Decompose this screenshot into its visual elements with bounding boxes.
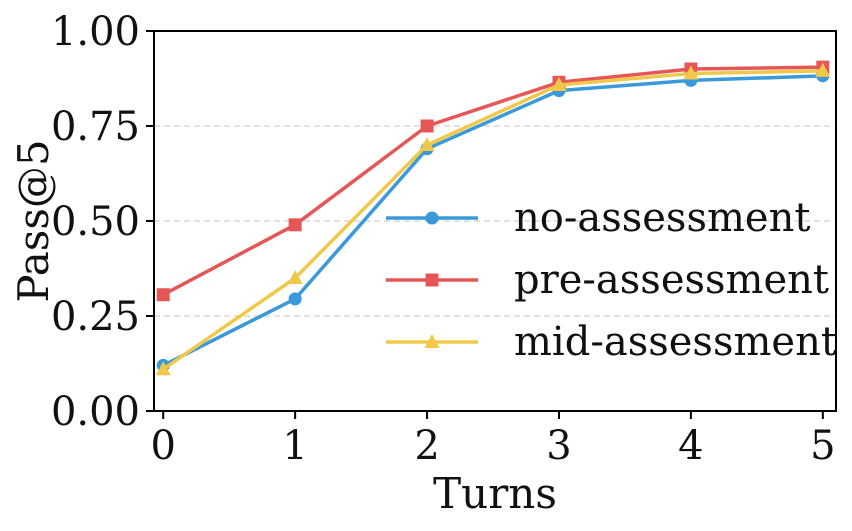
data-point: [287, 270, 303, 284]
x-tick-label: 5: [810, 423, 835, 469]
series-line: [162, 65, 823, 297]
series-line: [162, 74, 823, 367]
y-tick-label: 0.50: [51, 199, 140, 245]
legend-item: mid-assessment: [386, 319, 837, 365]
legend-item: no-assessment: [386, 195, 810, 241]
series-layer: [155, 60, 831, 376]
gridlines: [154, 125, 836, 317]
data-point: [419, 137, 435, 151]
ticks: 0.00 0.25 0.50 0.75 1.00 0 1 2 3 4 5: [51, 9, 836, 469]
y-axis-label: Pass@5: [9, 139, 58, 302]
legend: no-assessment pre-assessment mid-assessmen…: [386, 195, 837, 365]
legend-marker: [425, 273, 439, 287]
y-tick-label: 0.25: [51, 294, 140, 340]
x-tick-label: 2: [414, 423, 439, 469]
legend-marker: [424, 334, 440, 348]
data-point: [156, 288, 170, 302]
data-point: [683, 65, 699, 80]
x-tick-label: 0: [151, 423, 176, 469]
legend-label: pre-assessment: [514, 257, 829, 303]
x-tick-label: 4: [678, 423, 703, 469]
data-point: [288, 218, 302, 232]
series-line: [162, 69, 823, 371]
y-tick-label: 0.75: [51, 104, 140, 150]
data-point: [551, 76, 567, 91]
data-point: [288, 292, 302, 306]
x-tick-label: 3: [546, 423, 571, 469]
legend-item: pre-assessment: [386, 257, 829, 303]
legend-marker: [425, 211, 439, 225]
x-tick-label: 1: [282, 423, 307, 469]
data-point: [815, 62, 831, 77]
legend-label: no-assessment: [514, 195, 810, 241]
x-axis-label: Turns: [433, 469, 557, 518]
legend-label: mid-assessment: [514, 319, 837, 365]
y-tick-label: 1.00: [51, 9, 140, 55]
y-tick-label: 0.00: [51, 389, 140, 435]
data-point: [155, 361, 171, 376]
data-point: [420, 119, 434, 133]
series-mid-assessment: [155, 62, 831, 376]
